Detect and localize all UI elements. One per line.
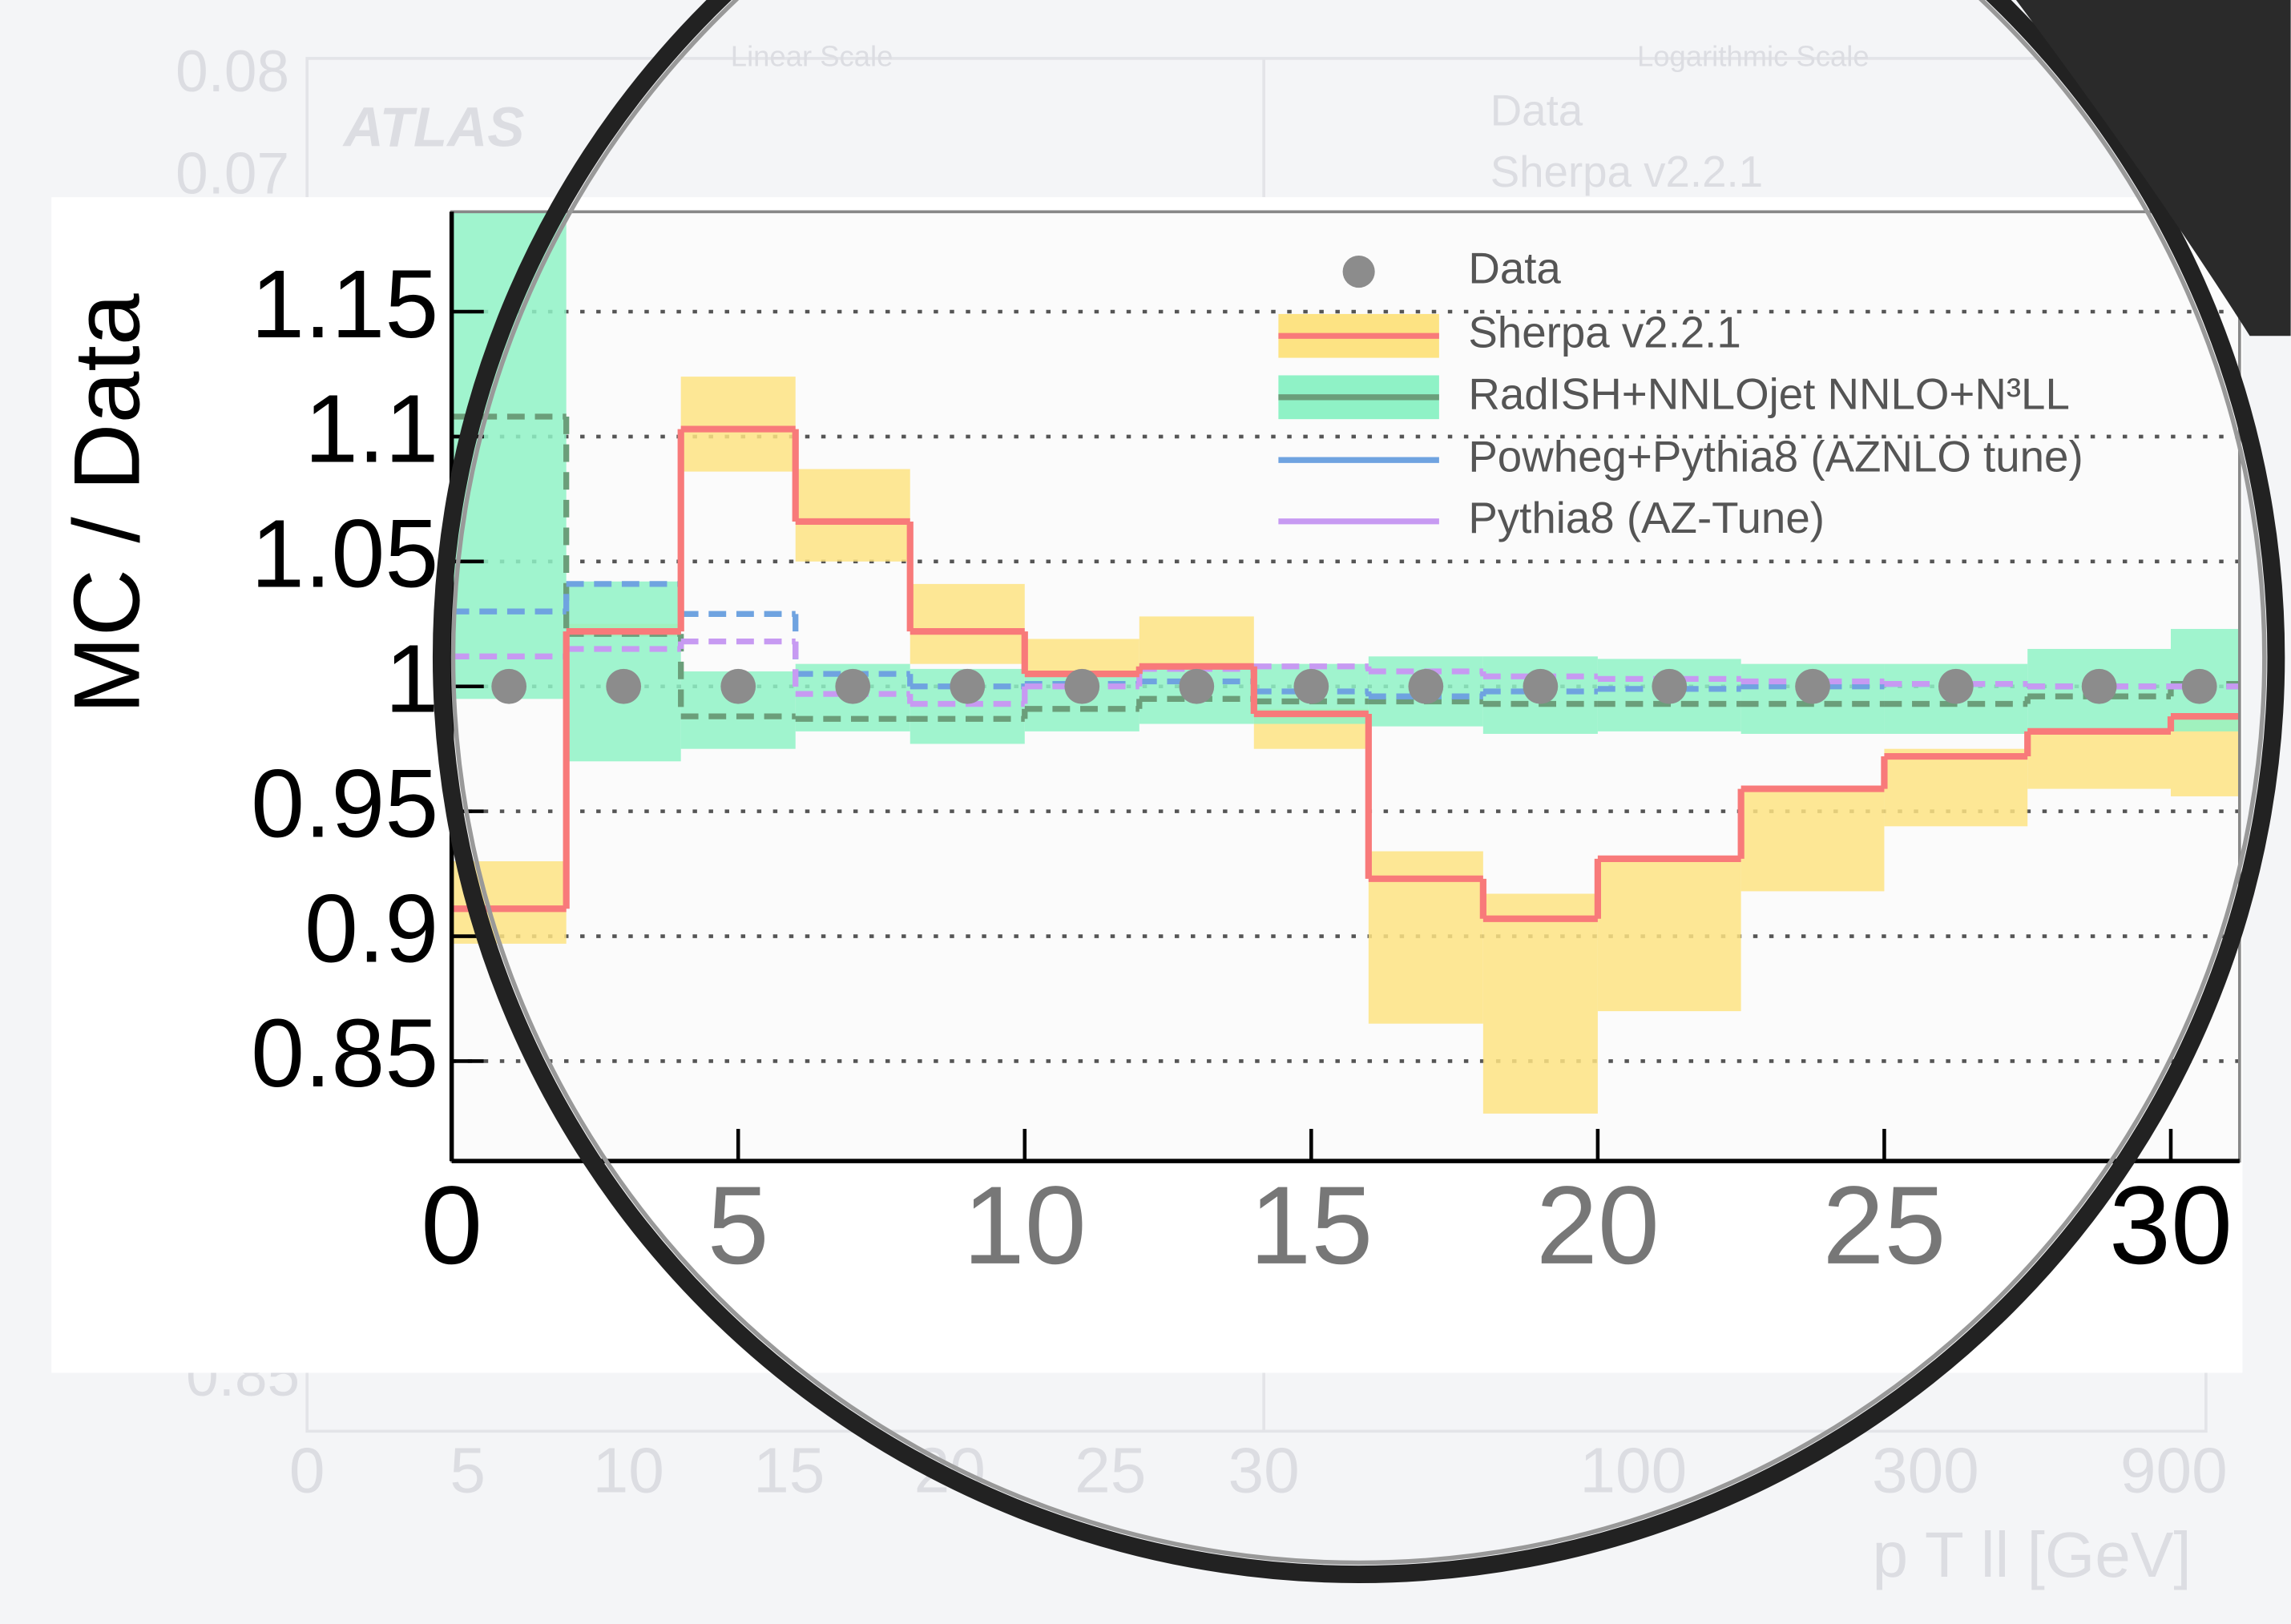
faded-text: 0.07	[175, 142, 289, 207]
data-point	[2081, 668, 2117, 704]
lens-handle	[2015, 0, 2291, 336]
faded-tick-label: 900	[2120, 1433, 2228, 1505]
y-axis-label: MC / Data	[54, 293, 159, 714]
faded-tick-label: 5	[450, 1433, 486, 1505]
uncertainty-band	[1597, 858, 1741, 1012]
data-point	[720, 668, 756, 704]
faded-tick-label: 100	[1579, 1433, 1687, 1505]
faded-axis-label: p T ll [GeV]	[1872, 1518, 2191, 1590]
plot	[451, 212, 2240, 1114]
uncertainty-band	[680, 377, 796, 472]
faded-text: Sherpa v2.2.1	[1490, 147, 1763, 196]
data-point	[606, 668, 642, 704]
data-point	[1293, 668, 1329, 704]
data-point	[1408, 668, 1444, 704]
faded-tick-label: 300	[1872, 1433, 1979, 1505]
y-tick-label: 1.1	[305, 376, 438, 483]
lens-rim	[433, 0, 2285, 1583]
y-tick-label: 0.9	[305, 875, 438, 982]
y-tick-label: 0.85	[251, 1000, 438, 1107]
lens-rim-inner	[451, 0, 2267, 1565]
data-point	[835, 668, 871, 704]
uncertainty-band	[795, 469, 910, 562]
data-point	[1938, 668, 1974, 704]
y-tick-label: 1.15	[251, 251, 438, 358]
legend: Data Sherpa v2.2.1 RadISH+NNLOjet NNLO+N³L…	[1278, 243, 2083, 542]
legend-label: Sherpa v2.2.1	[1468, 308, 1740, 357]
faded-tick-label: 30	[1228, 1433, 1300, 1505]
uncertainty-band	[1740, 788, 1885, 892]
uncertainty-band	[910, 583, 1025, 664]
x-tick-label: 15	[1249, 1164, 1373, 1288]
x-tick-label: 20	[1536, 1164, 1660, 1288]
y-tick-label: 1.05	[251, 501, 438, 608]
legend-label: Pythia8 (AZ-Tune)	[1468, 493, 1825, 542]
x-tick-label: 25	[1822, 1164, 1946, 1288]
faded-text: Data	[1490, 86, 1583, 135]
uncertainty-band	[1482, 893, 1598, 1114]
data-point	[1795, 668, 1830, 704]
faded-text: Logarithmic Scale	[1637, 40, 1870, 73]
faded-tick-label: 15	[753, 1433, 825, 1505]
legend-label: RadISH+NNLOjet NNLO+N³LL	[1468, 369, 2070, 418]
data-point	[1652, 668, 1688, 704]
y-tick-label: 0.95	[251, 750, 438, 857]
legend-label: Data	[1468, 243, 1561, 292]
data-point	[2181, 668, 2217, 704]
data-point	[491, 668, 527, 704]
x-tick-label: 30	[2109, 1164, 2233, 1288]
legend-label: Powheg+Pythia8 (AZNLO tune)	[1468, 432, 2083, 482]
uncertainty-band	[1884, 748, 2028, 827]
magnifier	[433, 0, 2291, 1583]
faded-tick-label: 25	[1075, 1433, 1146, 1505]
uncertainty-band	[1139, 616, 1254, 669]
uncertainty-band	[1024, 639, 1139, 675]
data-point	[950, 668, 986, 704]
x-tick-label: 0	[421, 1164, 482, 1288]
faded-text: Linear Scale	[731, 40, 893, 73]
x-tick-label: 10	[963, 1164, 1087, 1288]
faded-text: ATLAS	[342, 95, 525, 158]
data-point	[1179, 668, 1215, 704]
faded-text: 0.08	[175, 39, 289, 104]
data-point	[1064, 668, 1100, 704]
legend-marker	[1342, 255, 1375, 288]
data-point	[1523, 668, 1559, 704]
faded-tick-label: 0	[289, 1433, 325, 1505]
faded-tick-label: 10	[593, 1433, 664, 1505]
x-tick-label: 5	[708, 1164, 769, 1288]
uncertainty-band	[2027, 731, 2171, 789]
y-tick-label: 1	[385, 626, 438, 733]
